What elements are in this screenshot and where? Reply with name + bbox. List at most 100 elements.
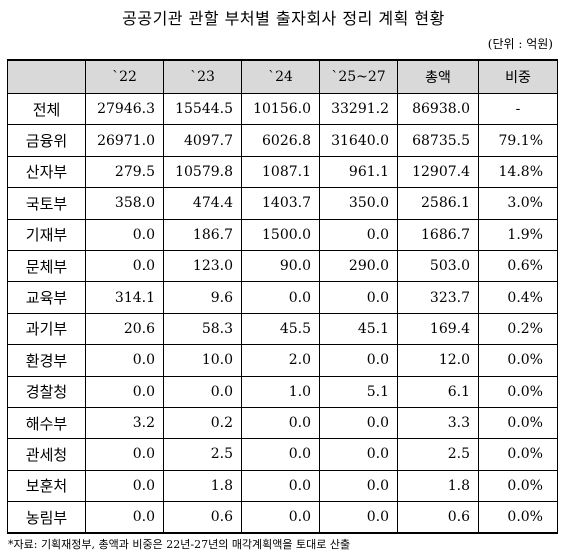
total-cell: 1686.7	[397, 218, 479, 251]
table-row: 문체부 0.0 123.0 90.0 290.0 503.0 0.6%	[7, 249, 558, 283]
share-cell: 0.0%	[478, 375, 558, 408]
row-label-cell: 기재부	[7, 218, 86, 251]
row-label-cell: 과기부	[7, 312, 86, 346]
table-row: 국토부 358.0 474.4 1403.7 350.0 2586.1 3.0%	[7, 187, 558, 220]
total-cell: 1.8	[397, 469, 479, 503]
value-2023-cell: 186.7	[163, 218, 242, 251]
value-2025-27-cell: 0.0	[319, 501, 398, 534]
share-cell: 79.1%	[478, 124, 558, 157]
share-cell: 0.0%	[478, 344, 558, 377]
value-2023-cell: 10.0	[163, 344, 242, 377]
value-2025-27-cell: 290.0	[319, 249, 398, 283]
value-2025-27-cell: 33291.2	[319, 92, 398, 126]
share-cell: 0.0%	[478, 469, 558, 503]
row-label-cell: 보훈처	[7, 469, 86, 503]
value-2023-cell: 15544.5	[163, 92, 242, 126]
value-2025-27-cell: 0.0	[319, 344, 398, 377]
row-label-cell: 경찰청	[7, 375, 86, 408]
row-label-cell: 전체	[7, 92, 86, 126]
total-cell: 12.0	[397, 344, 479, 377]
value-2024-cell: 1087.1	[241, 155, 320, 189]
ministry-plan-table: `22 `23 `24 `25~27 총액 비중 전체 27946.3 15544.…	[7, 59, 558, 535]
row-label-cell: 농림부	[7, 501, 86, 534]
value-2022-cell: 279.5	[85, 155, 164, 189]
total-cell: 169.4	[397, 312, 479, 346]
table-row: 해수부 3.2 0.2 0.0 0.0 3.3 0.0%	[7, 406, 558, 440]
value-2023-cell: 0.6	[163, 501, 242, 534]
value-2023-cell: 0.2	[163, 406, 242, 440]
table-row: 보훈처 0.0 1.8 0.0 0.0 1.8 0.0%	[7, 469, 558, 503]
share-cell: -	[478, 92, 558, 126]
value-2023-cell: 1.8	[163, 469, 242, 503]
header-cell-2023: `23	[163, 59, 242, 94]
table-row: 교육부 314.1 9.6 0.0 0.0 323.7 0.4%	[7, 281, 558, 314]
value-2024-cell: 6026.8	[241, 124, 320, 157]
table-row: 기재부 0.0 186.7 1500.0 0.0 1686.7 1.9%	[7, 218, 558, 251]
value-2022-cell: 0.0	[85, 375, 164, 408]
table-row: 관세청 0.0 2.5 0.0 0.0 2.5 0.0%	[7, 438, 558, 471]
row-label-cell: 국토부	[7, 187, 86, 220]
source-footnote: *자료: 기획재정부, 총액과 비중은 22년-27년의 매각계획액을 토대로 …	[8, 538, 351, 551]
value-2022-cell: 0.0	[85, 469, 164, 503]
value-2023-cell: 123.0	[163, 249, 242, 283]
row-label-cell: 해수부	[7, 406, 86, 440]
table-row: 금융위 26971.0 4097.7 6026.8 31640.0 68735.5 79.1…	[7, 124, 558, 157]
value-2024-cell: 0.0	[241, 406, 320, 440]
value-2023-cell: 9.6	[163, 281, 242, 314]
value-2025-27-cell: 0.0	[319, 406, 398, 440]
value-2022-cell: 0.0	[85, 438, 164, 471]
value-2023-cell: 0.0	[163, 375, 242, 408]
row-label-cell: 환경부	[7, 344, 86, 377]
value-2022-cell: 0.0	[85, 344, 164, 377]
total-cell: 503.0	[397, 249, 479, 283]
row-label-cell: 관세청	[7, 438, 86, 471]
share-cell: 0.6%	[478, 249, 558, 283]
total-cell: 86938.0	[397, 92, 479, 126]
value-2025-27-cell: 0.0	[319, 469, 398, 503]
value-2024-cell: 1500.0	[241, 218, 320, 251]
value-2024-cell: 1.0	[241, 375, 320, 408]
value-2022-cell: 26971.0	[85, 124, 164, 157]
header-cell-2024: `24	[241, 59, 320, 94]
value-2025-27-cell: 45.1	[319, 312, 398, 346]
value-2022-cell: 314.1	[85, 281, 164, 314]
unit-label: (단위 : 억원)	[487, 37, 553, 51]
table-row: 농림부 0.0 0.6 0.0 0.0 0.6 0.0%	[7, 501, 558, 534]
value-2025-27-cell: 0.0	[319, 281, 398, 314]
value-2023-cell: 58.3	[163, 312, 242, 346]
document-title: 공공기관 관할 부처별 출자회사 정리 계획 현황	[122, 9, 445, 28]
value-2024-cell: 0.0	[241, 501, 320, 534]
value-2024-cell: 45.5	[241, 312, 320, 346]
header-cell-share: 비중	[478, 59, 558, 94]
value-2023-cell: 2.5	[163, 438, 242, 471]
total-cell: 12907.4	[397, 155, 479, 189]
row-label-cell: 교육부	[7, 281, 86, 314]
header-cell-corner	[7, 59, 86, 94]
value-2025-27-cell: 31640.0	[319, 124, 398, 157]
table-row: 과기부 20.6 58.3 45.5 45.1 169.4 0.2%	[7, 312, 558, 346]
share-cell: 0.0%	[478, 406, 558, 440]
value-2025-27-cell: 5.1	[319, 375, 398, 408]
value-2023-cell: 474.4	[163, 187, 242, 220]
share-cell: 0.0%	[478, 501, 558, 534]
row-label-cell: 문체부	[7, 249, 86, 283]
header-cell-2025-27: `25~27	[319, 59, 398, 94]
total-cell: 2.5	[397, 438, 479, 471]
table-row: 산자부 279.5 10579.8 1087.1 961.1 12907.4 14.8%	[7, 155, 558, 189]
row-label-cell: 금융위	[7, 124, 86, 157]
share-cell: 1.9%	[478, 218, 558, 251]
value-2025-27-cell: 0.0	[319, 438, 398, 471]
value-2024-cell: 90.0	[241, 249, 320, 283]
table-row: 환경부 0.0 10.0 2.0 0.0 12.0 0.0%	[7, 344, 558, 377]
share-cell: 0.0%	[478, 438, 558, 471]
table-body: 전체 27946.3 15544.5 10156.0 33291.2 86938.0- 금융…	[7, 92, 558, 534]
total-cell: 323.7	[397, 281, 479, 314]
total-cell: 2586.1	[397, 187, 479, 220]
share-cell: 0.2%	[478, 312, 558, 346]
share-cell: 3.0%	[478, 187, 558, 220]
value-2025-27-cell: 350.0	[319, 187, 398, 220]
value-2024-cell: 1403.7	[241, 187, 320, 220]
value-2025-27-cell: 0.0	[319, 218, 398, 251]
value-2024-cell: 0.0	[241, 469, 320, 503]
value-2022-cell: 0.0	[85, 249, 164, 283]
